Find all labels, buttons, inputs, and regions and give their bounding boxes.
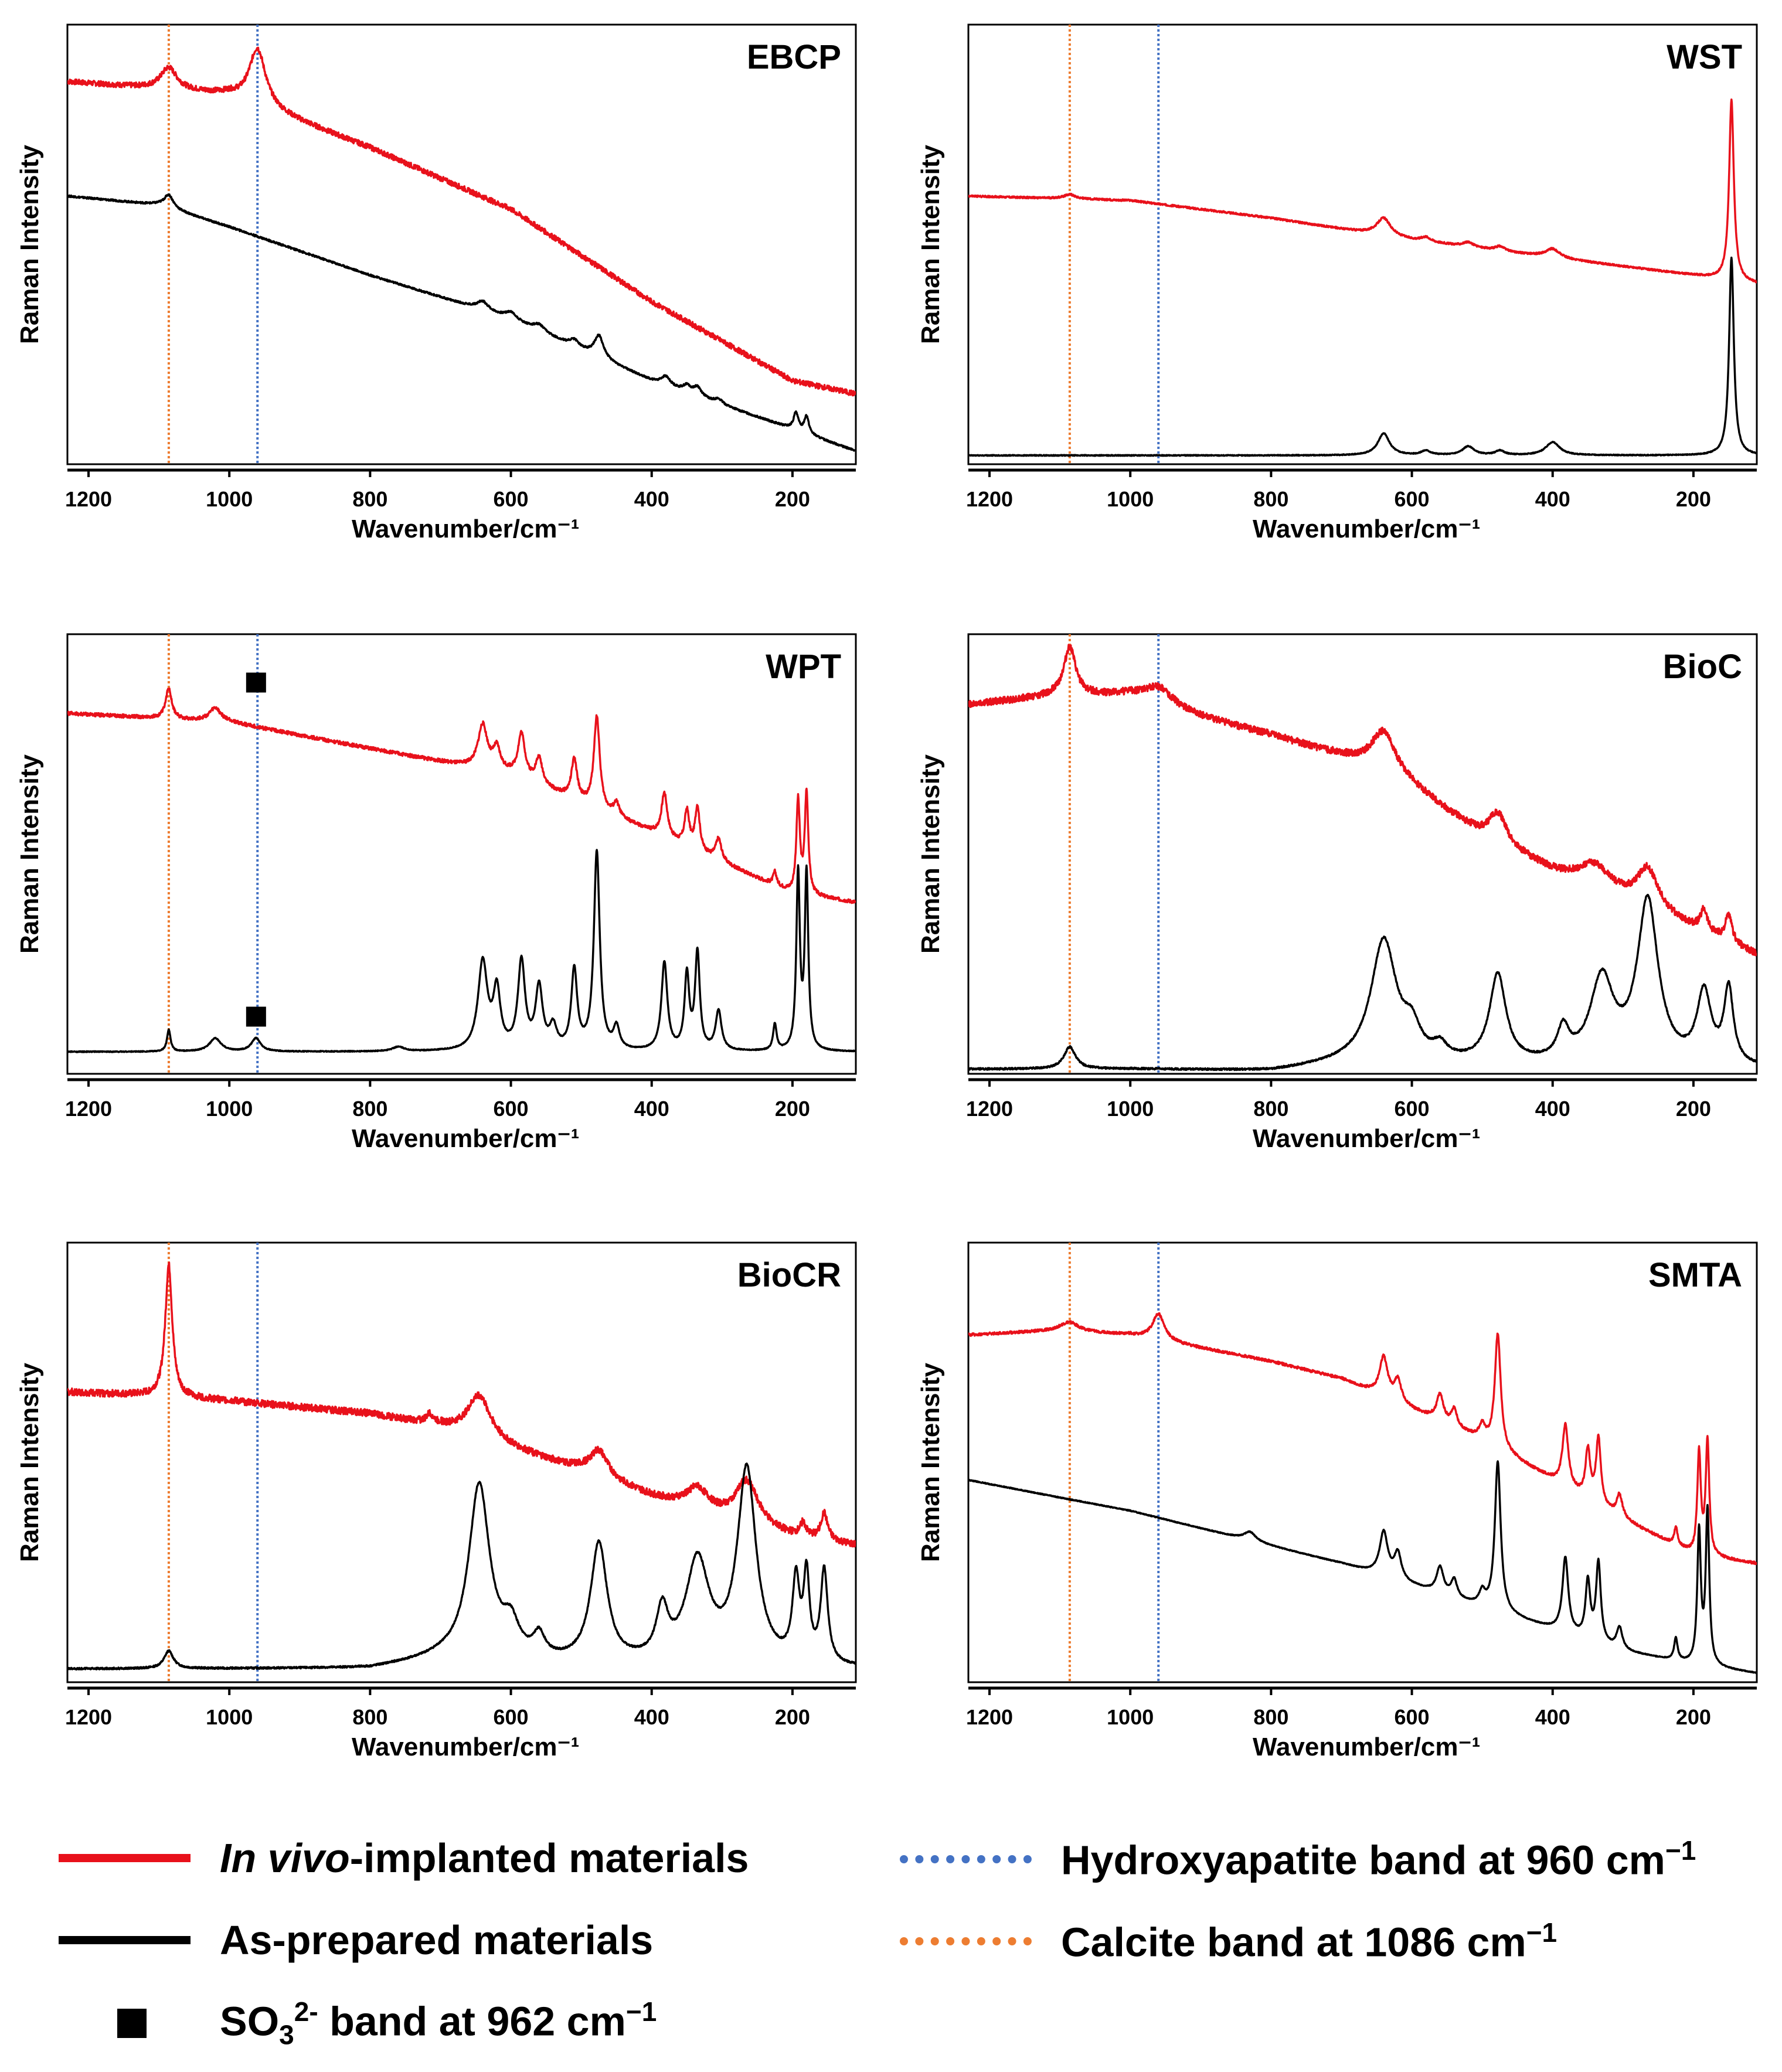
x-tick-label: 400 (634, 487, 669, 511)
x-tick-label: 1200 (65, 1097, 112, 1121)
panel-title: BioC (1663, 648, 1742, 686)
y-axis-label: Raman Intensity (15, 754, 44, 954)
x-tick-label: 400 (634, 1097, 669, 1121)
panel-title: BioCR (737, 1256, 841, 1294)
x-tick-label: 600 (1395, 1705, 1430, 1729)
x-tick-label: 400 (1535, 487, 1570, 511)
implanted-spectrum-line (67, 1261, 856, 1548)
x-tick-label: 1000 (206, 487, 253, 511)
x-axis-label: Wavenumber/cm⁻¹ (1253, 515, 1480, 543)
x-axis-label: Wavenumber/cm⁻¹ (352, 515, 579, 543)
x-tick-label: 200 (775, 1705, 810, 1729)
panel-wst: 1200 1000 800 600 400 200 Wavenumber/cm⁻¹ Raman… (916, 23, 1758, 543)
y-axis-label: Raman Intensity (916, 754, 945, 954)
prepared-spectrum-line (968, 893, 1757, 1071)
y-axis-label: Raman Intensity (15, 145, 44, 344)
panel-ebcp: 1200 1000 800 600 400 200 Wavenumber/cm⁻¹ Raman… (15, 23, 857, 543)
x-axis-label: Wavenumber/cm⁻¹ (352, 1733, 579, 1761)
implanted-spectrum-line (67, 46, 856, 397)
prepared-spectrum-line (968, 1460, 1757, 1675)
plot-frame (967, 23, 1758, 465)
x-tick-label: 800 (352, 1705, 387, 1729)
plot-frame (66, 23, 857, 465)
x-tick-label: 200 (775, 487, 810, 511)
implanted-spectrum-line (968, 98, 1757, 284)
x-tick-label: 200 (1676, 487, 1711, 511)
x-axis-label: Wavenumber/cm⁻¹ (1253, 1733, 1480, 1761)
panel-title: EBCP (747, 38, 841, 76)
plot-frame (967, 1241, 1758, 1683)
prepared-spectrum-line (67, 849, 856, 1053)
plot-frame (66, 633, 857, 1075)
x-tick-label: 600 (494, 1097, 529, 1121)
panel-smta: 1200 1000 800 600 400 200 Wavenumber/cm⁻¹ Raman… (916, 1241, 1758, 1761)
prepared-spectrum-line (67, 1462, 856, 1671)
plot-frame (967, 633, 1758, 1075)
x-tick-label: 1200 (65, 1705, 112, 1729)
panel-wpt: 1200 1000 800 600 400 200 Wavenumber/cm⁻¹ Raman… (15, 633, 857, 1153)
implanted-spectrum-line (968, 644, 1757, 957)
x-tick-label: 800 (352, 1097, 387, 1121)
x-tick-label: 1200 (966, 1097, 1013, 1121)
x-tick-label: 400 (1535, 1705, 1570, 1729)
x-tick-label: 1200 (65, 487, 112, 511)
x-axis-label: Wavenumber/cm⁻¹ (1253, 1124, 1480, 1153)
y-axis-label: Raman Intensity (916, 1363, 945, 1562)
x-tick-label: 600 (494, 1705, 529, 1729)
x-tick-label: 1200 (966, 1705, 1013, 1729)
x-tick-label: 200 (1676, 1705, 1711, 1729)
panel-bioc: 1200 1000 800 600 400 200 Wavenumber/cm⁻¹ Raman… (916, 633, 1758, 1153)
panel-biocr: 1200 1000 800 600 400 200 Wavenumber/cm⁻¹ Raman… (15, 1241, 857, 1761)
plot-frame (66, 1241, 857, 1683)
x-tick-label: 200 (775, 1097, 810, 1121)
x-tick-label: 600 (1395, 1097, 1430, 1121)
y-axis-label: Raman Intensity (916, 145, 945, 344)
so3-marker (246, 672, 266, 693)
x-tick-label: 1200 (966, 487, 1013, 511)
x-axis-label: Wavenumber/cm⁻¹ (352, 1124, 579, 1153)
prepared-spectrum-line (968, 256, 1757, 457)
panel-title: WPT (766, 648, 841, 686)
prepared-spectrum-line (67, 193, 856, 452)
implanted-spectrum-line (968, 1312, 1757, 1566)
x-tick-label: 400 (1535, 1097, 1570, 1121)
x-tick-label: 1000 (1107, 1097, 1154, 1121)
panel-title: WST (1667, 38, 1742, 76)
x-tick-label: 800 (1253, 1705, 1288, 1729)
x-tick-label: 800 (1253, 487, 1288, 511)
x-tick-label: 200 (1676, 1097, 1711, 1121)
x-tick-label: 1000 (206, 1705, 253, 1729)
x-tick-label: 600 (494, 487, 529, 511)
x-tick-label: 1000 (1107, 1705, 1154, 1729)
y-axis-label: Raman Intensity (15, 1363, 44, 1562)
so3-marker (246, 1006, 266, 1027)
x-tick-label: 600 (1395, 487, 1430, 511)
x-tick-label: 1000 (206, 1097, 253, 1121)
x-tick-label: 1000 (1107, 487, 1154, 511)
x-tick-label: 400 (634, 1705, 669, 1729)
panel-title: SMTA (1648, 1256, 1742, 1294)
x-tick-label: 800 (352, 487, 387, 511)
implanted-spectrum-line (67, 687, 856, 904)
x-tick-label: 800 (1253, 1097, 1288, 1121)
